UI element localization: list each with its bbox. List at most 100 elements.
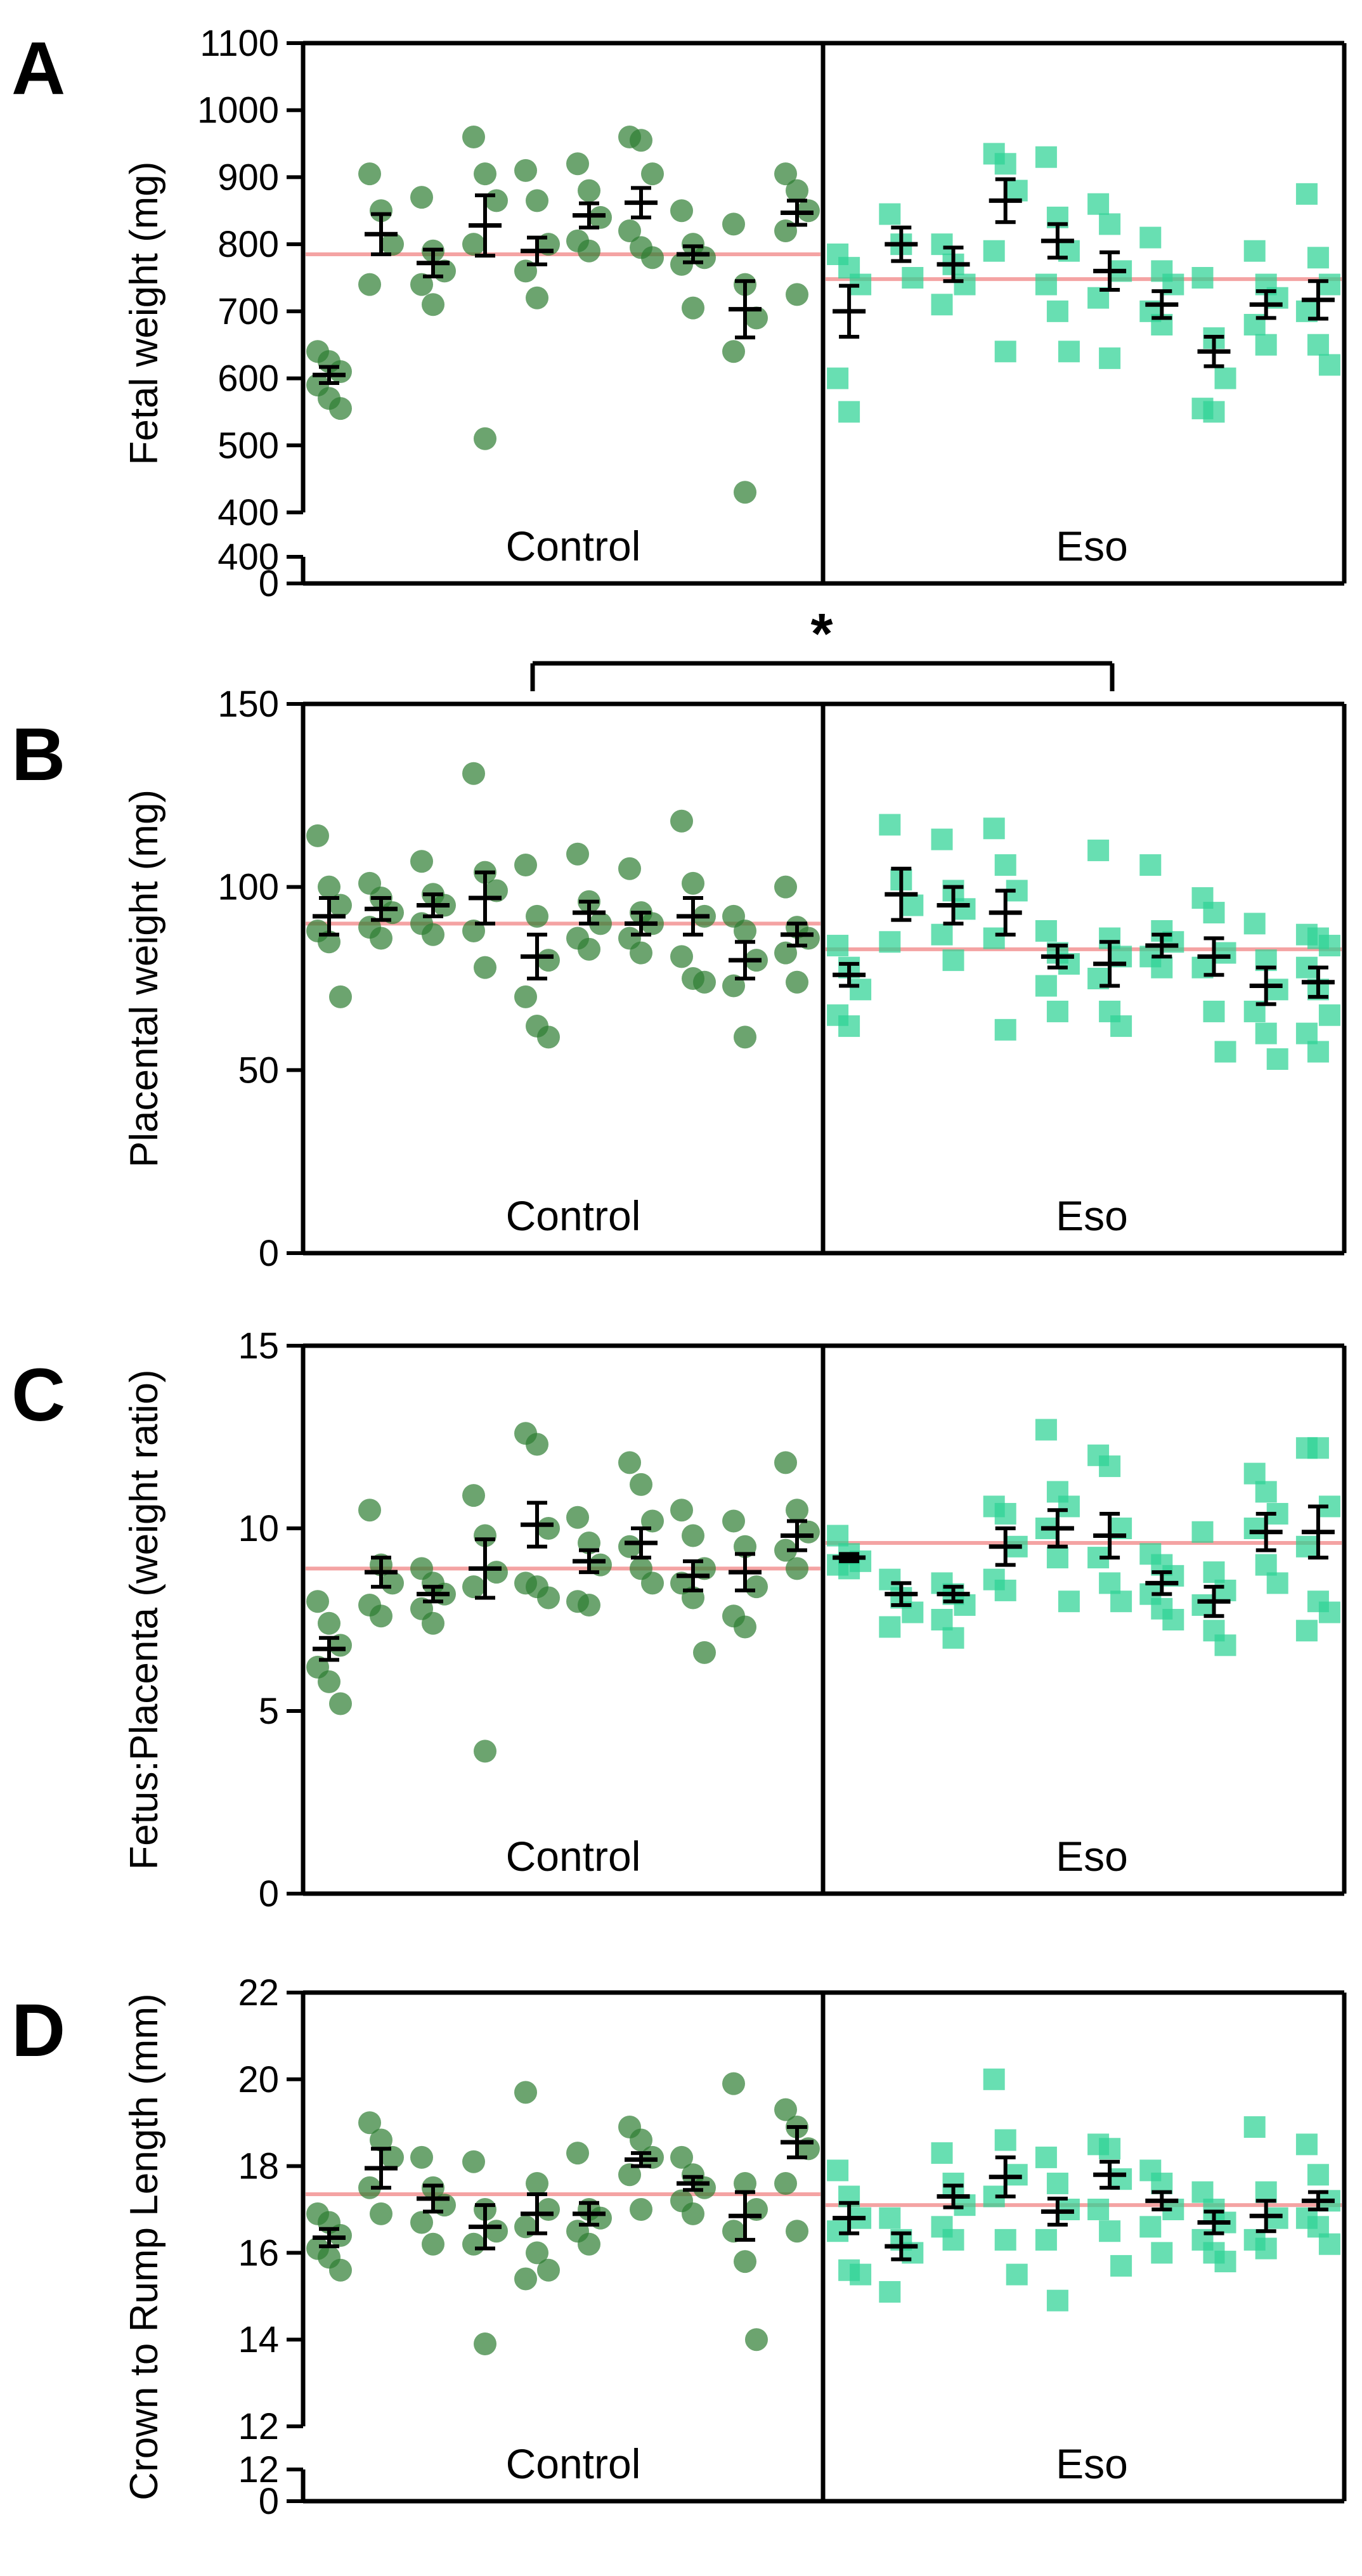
control-data-point [422, 2232, 444, 2256]
eso-data-point [827, 935, 849, 957]
eso-data-point [827, 2159, 849, 2182]
group-label: Control [506, 1192, 641, 1239]
control-data-point [745, 306, 768, 330]
eso-data-point [942, 2228, 964, 2251]
control-data-point [774, 2171, 797, 2195]
eso-data-point [1058, 341, 1080, 363]
control-data-point [566, 2142, 589, 2165]
control-data-point [537, 1517, 560, 1540]
control-data-point [693, 970, 716, 994]
eso-data-point [1006, 2263, 1028, 2286]
control-data-point [786, 2220, 808, 2243]
y-tick-label: 150 [217, 684, 279, 725]
eso-data-point [1307, 2164, 1329, 2186]
y-axis-label: Crown to Rump Length (mm) [122, 1993, 166, 2500]
control-data-point [370, 2128, 392, 2152]
eso-data-point [1006, 179, 1028, 202]
control-data-point [630, 129, 652, 152]
control-data-point [578, 937, 600, 961]
eso-data-point [1295, 183, 1318, 205]
control-data-point [682, 296, 704, 320]
control-data-point [462, 762, 485, 785]
group-label: Eso [1056, 1192, 1128, 1239]
y-tick-label: 10 [238, 1508, 279, 1549]
eso-data-point [1266, 1572, 1288, 1594]
control-data-point [410, 2145, 433, 2169]
control-data-point [422, 293, 444, 316]
control-data-point [422, 923, 444, 946]
control-data-point [589, 912, 612, 935]
control-data-point [618, 219, 641, 242]
control-data-point [566, 1506, 589, 1529]
eso-data-point [942, 949, 964, 972]
control-data-point [537, 949, 560, 972]
y-tick-label: 14 [238, 2319, 279, 2360]
control-data-point [670, 1499, 693, 1522]
y-axis-label: Fetus:Placenta (weight ratio) [122, 1369, 166, 1870]
control-data-point [786, 1499, 808, 1522]
control-data-point [618, 2163, 641, 2187]
eso-data-point [1110, 2254, 1132, 2277]
control-data-point [358, 2176, 381, 2199]
eso-data-point [994, 1579, 1016, 1601]
control-data-point [670, 809, 693, 833]
control-data-point [514, 2267, 537, 2291]
eso-data-point [879, 931, 901, 953]
eso-data-point [994, 1502, 1016, 1525]
control-data-point [370, 199, 392, 223]
eso-data-point [879, 2280, 901, 2303]
y-tick-label: 12 [238, 2406, 279, 2447]
eso-data-point [1255, 2237, 1277, 2260]
eso-data-point [1318, 354, 1340, 376]
eso-data-point [1035, 2228, 1057, 2251]
eso-data-point [931, 923, 953, 946]
y-tick-label: 12 [238, 2449, 279, 2490]
control-data-point [670, 252, 693, 276]
control-data-point [318, 875, 340, 899]
eso-data-point [1110, 1590, 1132, 1613]
control-data-point [526, 2241, 548, 2265]
eso-data-point [1307, 334, 1329, 356]
control-data-point [722, 2072, 745, 2095]
control-data-point [526, 904, 548, 928]
eso-data-point [1318, 2233, 1340, 2255]
eso-data-point [902, 267, 924, 289]
eso-data-point [1035, 1419, 1057, 1441]
eso-data-point [1110, 1015, 1132, 1038]
panel-C: C 0 5 10 15 Fetus:Placenta (weight ratio) Cont… [11, 1325, 1347, 1915]
control-data-point [537, 1025, 560, 1049]
y-tick-label: 50 [238, 1050, 279, 1091]
control-data-point [774, 1538, 797, 1562]
group-label: Eso [1056, 523, 1128, 569]
control-data-point [514, 985, 537, 1008]
eso-data-point [827, 2220, 849, 2242]
eso-data-point [1035, 2146, 1057, 2168]
eso-data-point [1318, 935, 1340, 957]
y-tick-label: 15 [238, 1325, 279, 1367]
eso-data-point [942, 1627, 964, 1649]
control-data-point [537, 2198, 560, 2221]
eso-data-point [983, 240, 1005, 262]
control-data-point [514, 854, 537, 877]
eso-data-point [827, 367, 849, 389]
control-data-point [318, 1670, 340, 1693]
control-data-point [485, 2220, 508, 2243]
control-data-point [578, 179, 600, 202]
eso-data-point [1255, 334, 1277, 356]
eso-data-point [1058, 1495, 1080, 1518]
control-data-point [734, 2171, 756, 2195]
group-label: Control [506, 1833, 641, 1880]
eso-data-point [1035, 975, 1057, 997]
control-data-point [566, 842, 589, 866]
y-tick-label: 0 [259, 1233, 279, 1274]
control-data-point [410, 850, 433, 873]
eso-data-point [1266, 979, 1288, 1001]
control-data-point [774, 219, 797, 242]
eso-data-point [1099, 213, 1121, 235]
control-data-point [381, 233, 404, 256]
control-data-point [485, 189, 508, 212]
eso-data-point [1162, 1609, 1184, 1630]
control-data-point [358, 2111, 381, 2135]
eso-data-point [879, 1616, 901, 1638]
control-data-point [526, 286, 548, 309]
